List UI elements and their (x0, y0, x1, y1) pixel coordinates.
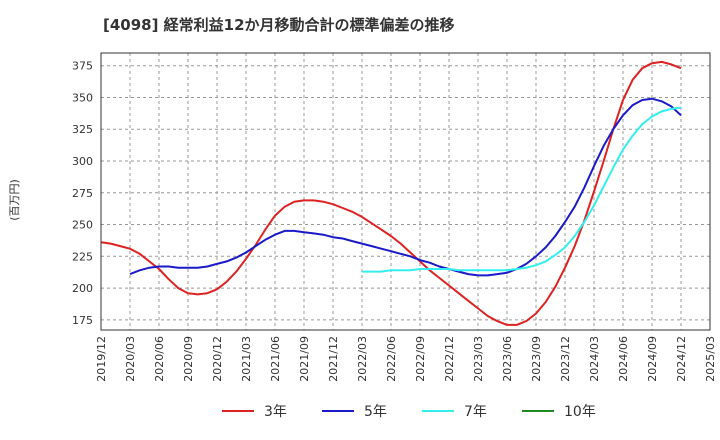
x-tick-label: 2020/12 (211, 336, 224, 382)
x-tick-label: 2022/03 (356, 336, 369, 382)
x-tick-label: 2024/09 (646, 336, 659, 382)
x-tick-label: 2023/03 (472, 336, 485, 382)
x-tick-label: 2021/06 (269, 336, 282, 382)
grid (100, 53, 711, 330)
x-ticks: 2019/12 2020/03 2020/06 2020/09 2020/12 2021/… (95, 336, 717, 382)
series-line-7年 (362, 106, 682, 273)
x-tick-label: 2021/12 (327, 336, 340, 382)
legend-label: 5年 (364, 404, 387, 420)
series-lines (100, 60, 682, 326)
legend-label: 7年 (464, 404, 487, 420)
plot-frame (100, 52, 711, 331)
x-tick-label: 2022/12 (443, 336, 456, 382)
x-tick-label: 2022/09 (414, 336, 427, 382)
legend-label: 3年 (264, 404, 287, 420)
y-tick-label: 375 (72, 60, 93, 73)
legend-label: 10年 (564, 404, 596, 420)
y-axis-label: (百万円) (8, 179, 21, 221)
y-tick-label: 200 (72, 282, 93, 295)
x-tick-label: 2024/12 (675, 336, 688, 382)
x-tick-label: 2020/06 (153, 336, 166, 382)
x-tick-label: 2023/06 (501, 336, 514, 382)
x-tick-label: 2024/03 (588, 336, 601, 382)
chart-title: [4098] 経常利益12か月移動合計の標準偏差の推移 (103, 16, 455, 34)
y-tick-label: 300 (72, 155, 93, 168)
x-tick-label: 2021/03 (240, 336, 253, 382)
y-tick-label: 275 (72, 187, 93, 200)
y-tick-label: 350 (72, 91, 93, 104)
y-tick-label: 250 (72, 219, 93, 232)
x-tick-label: 2024/06 (617, 336, 630, 382)
y-tick-label: 325 (72, 123, 93, 136)
x-tick-label: 2023/09 (530, 336, 543, 382)
y-tick-label: 225 (72, 250, 93, 263)
x-tick-label: 2025/03 (704, 336, 717, 382)
x-tick-label: 2022/06 (385, 336, 398, 382)
series-line-5年 (129, 97, 682, 277)
y-tick-label: 175 (72, 314, 93, 327)
x-tick-label: 2020/03 (124, 336, 137, 382)
legend: 3年 5年 7年 10年 (222, 404, 596, 420)
x-tick-label: 2023/12 (559, 336, 572, 382)
x-tick-label: 2021/09 (298, 336, 311, 382)
x-tick-label: 2019/12 (95, 336, 108, 382)
y-ticks: 175 200 225 250 275 300 325 350 375 (72, 60, 93, 327)
x-tick-label: 2020/09 (182, 336, 195, 382)
